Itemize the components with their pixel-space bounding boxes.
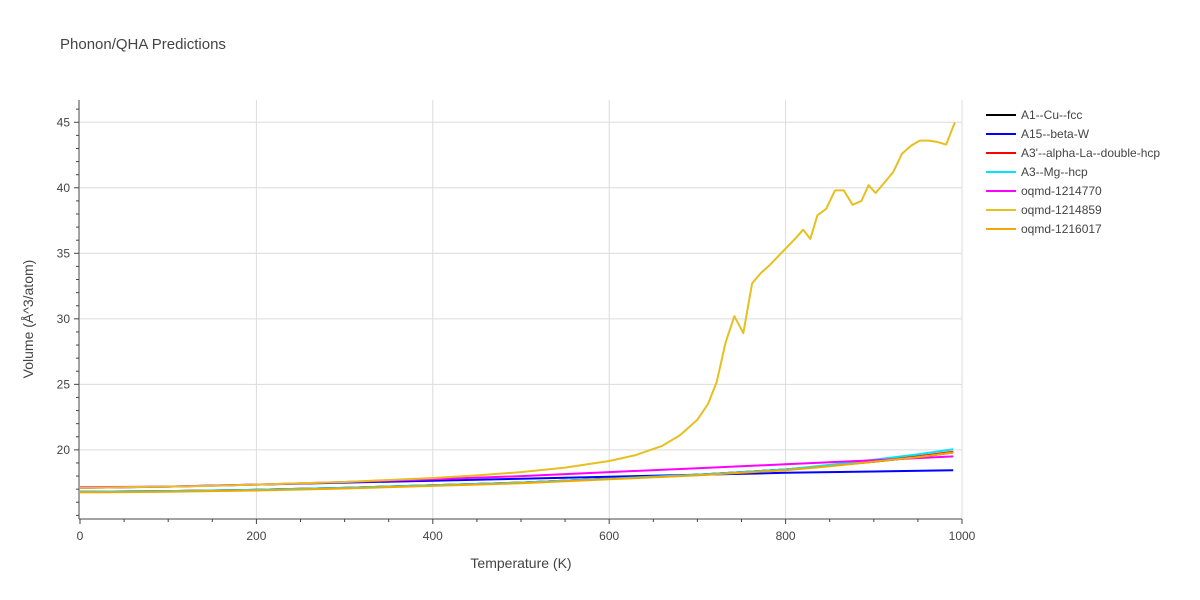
y-tick-label: 35 <box>57 246 71 260</box>
chart-title: Phonon/QHA Predictions <box>60 36 226 53</box>
grid-lines <box>80 100 963 518</box>
legend-item[interactable]: A1--Cu--fcc <box>986 108 1082 122</box>
legend-item[interactable]: A15--beta-W <box>986 127 1090 141</box>
y-tick-label: 30 <box>57 312 71 326</box>
legend-item[interactable]: A3--Mg--hcp <box>986 165 1088 179</box>
x-tick-label: 400 <box>423 529 443 543</box>
x-tick-label: 1000 <box>949 529 976 543</box>
y-tick-label: 20 <box>57 443 71 457</box>
x-tick-label: 200 <box>246 529 266 543</box>
legend-label: A1--Cu--fcc <box>1021 108 1082 122</box>
series-line-6[interactable] <box>79 451 954 494</box>
y-tick-label: 40 <box>57 181 71 195</box>
legend-item[interactable]: oqmd-1216017 <box>986 222 1102 236</box>
tick-labels: 0 200 400 600 800 1000 20 25 30 35 40 45 <box>57 115 976 543</box>
y-axis-title: Volume (Å^3/atom) <box>20 260 36 379</box>
legend-label: A3'--alpha-La--double-hcp <box>1021 146 1160 160</box>
legend-item[interactable]: oqmd-1214859 <box>986 203 1102 217</box>
series-lines <box>79 121 956 494</box>
legend-label: A15--beta-W <box>1021 127 1090 141</box>
axes <box>74 100 963 524</box>
legend[interactable]: A1--Cu--fcc A15--beta-W A3'--alpha-La--dou… <box>986 108 1160 236</box>
legend-item[interactable]: A3'--alpha-La--double-hcp <box>986 146 1160 160</box>
legend-label: A3--Mg--hcp <box>1021 165 1088 179</box>
x-tick-label: 0 <box>77 529 84 543</box>
series-line-5[interactable] <box>79 121 956 489</box>
x-axis-title: Temperature (K) <box>470 555 571 571</box>
y-tick-label: 45 <box>57 115 71 129</box>
legend-item[interactable]: oqmd-1214770 <box>986 184 1102 198</box>
legend-label: oqmd-1216017 <box>1021 222 1102 236</box>
y-tick-label: 25 <box>57 377 71 391</box>
legend-label: oqmd-1214859 <box>1021 203 1102 217</box>
x-tick-label: 800 <box>776 529 796 543</box>
legend-label: oqmd-1214770 <box>1021 184 1102 198</box>
x-tick-label: 600 <box>599 529 619 543</box>
